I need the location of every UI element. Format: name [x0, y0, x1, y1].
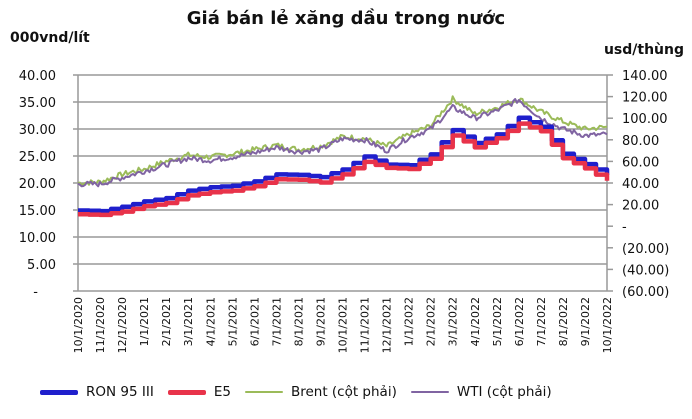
legend-item: Brent (cột phải) — [244, 384, 397, 400]
x-tick-label: 8/1/2022 — [557, 297, 570, 346]
left-y-tick-label: 15.00 — [19, 204, 56, 219]
x-axis-ticks: 10/1/2020 11/1/2020 12/1/2020 1/1/2021 2/1/2… — [72, 297, 614, 353]
x-tick-label: 6/1/2022 — [513, 297, 526, 346]
legend-swatch — [167, 389, 206, 395]
x-tick-label: 12/1/2021 — [381, 297, 394, 353]
legend-swatch — [244, 391, 283, 393]
legend-label: RON 95 III — [86, 384, 154, 400]
right-y-tick-label: 100.00 — [622, 112, 668, 127]
legend-item: WTI (cột phải) — [410, 384, 552, 400]
x-tick-label: 10/1/2021 — [337, 297, 350, 353]
x-tick-label: 11/1/2020 — [94, 297, 107, 353]
right-y-tick-label: (20.00) — [622, 242, 669, 257]
chart-title: Giá bán lẻ xăng dầu trong nước — [186, 8, 506, 29]
legend-item: RON 95 III — [40, 384, 154, 400]
x-tick-label: 11/1/2021 — [359, 297, 372, 353]
left-y-tick-label: 30.00 — [19, 123, 56, 138]
legend-label: WTI (cột phải) — [456, 384, 552, 400]
x-tick-label: 4/1/2021 — [204, 297, 217, 346]
series-line — [78, 115, 610, 214]
right-y-tick-label: 140.00 — [622, 69, 668, 84]
legend-swatch — [40, 389, 78, 395]
left-y-tick-label: 5.00 — [27, 258, 56, 273]
legend-item: E5 — [167, 384, 231, 400]
x-tick-label: 5/1/2021 — [226, 297, 239, 346]
left-y-tick-label: 40.00 — [19, 69, 56, 84]
x-tick-label: 8/1/2021 — [292, 297, 305, 346]
right-y-tick-label: 80.00 — [622, 134, 659, 149]
x-tick-label: 5/1/2022 — [491, 297, 504, 346]
right-y-axis-ticks: 140.00 120.00 100.00 80.00 60.00 40.00 20.00 - (… — [622, 69, 669, 300]
left-y-tick-label: 35.00 — [19, 96, 56, 111]
x-tick-label: 9/1/2021 — [314, 297, 327, 346]
right-y-tick-label: (60.00) — [622, 285, 669, 300]
x-tick-label: 3/1/2021 — [182, 297, 195, 346]
right-y-tick-label: (40.00) — [622, 263, 669, 278]
x-tick-label: 7/1/2021 — [270, 297, 283, 346]
x-tick-label: 1/1/2022 — [403, 297, 416, 346]
series-line — [78, 121, 610, 218]
x-tick-label: 2/1/2021 — [160, 297, 173, 346]
x-tick-label: 7/1/2022 — [535, 297, 548, 346]
x-tick-label: 10/1/2020 — [72, 297, 85, 353]
x-tick-label: 1/1/2021 — [138, 297, 151, 346]
left-y-tick-label: 25.00 — [19, 150, 56, 165]
right-y-tick-label: 60.00 — [622, 155, 659, 170]
right-y-tick-label: 20.00 — [622, 199, 659, 214]
x-tick-label: 3/1/2022 — [447, 297, 460, 346]
left-y-tick-label: - — [33, 285, 38, 300]
x-tick-label: 4/1/2022 — [469, 297, 482, 346]
x-tick-label: 2/1/2022 — [425, 297, 438, 346]
legend-label: Brent (cột phải) — [290, 384, 397, 400]
x-tick-label: 9/1/2022 — [579, 297, 592, 346]
left-y-axis-ticks: 40.00 35.00 30.00 25.00 20.00 15.00 10.00 5.00 - — [19, 69, 56, 300]
left-y-tick-label: 10.00 — [19, 231, 56, 246]
legend-swatch — [410, 391, 449, 393]
x-tick-label: 12/1/2020 — [116, 297, 129, 353]
x-tick-label: 6/1/2021 — [248, 297, 261, 346]
left-axis-unit-label: 000vnd/lít — [10, 30, 90, 46]
right-axis-unit-label: usd/thùng — [603, 42, 684, 58]
legend: RON 95 III E5 Brent (cột phải) WTI (cột phả… — [40, 384, 566, 400]
right-y-tick-label: 40.00 — [622, 177, 659, 192]
series-line — [77, 98, 608, 188]
left-y-tick-label: 20.00 — [19, 177, 56, 192]
gridlines — [78, 74, 607, 292]
legend-label: E5 — [213, 384, 231, 400]
x-tick-label: 10/1/2022 — [601, 297, 614, 353]
series-lines — [77, 95, 610, 218]
right-y-tick-label: - — [622, 220, 627, 235]
right-y-tick-label: 120.00 — [622, 91, 668, 106]
